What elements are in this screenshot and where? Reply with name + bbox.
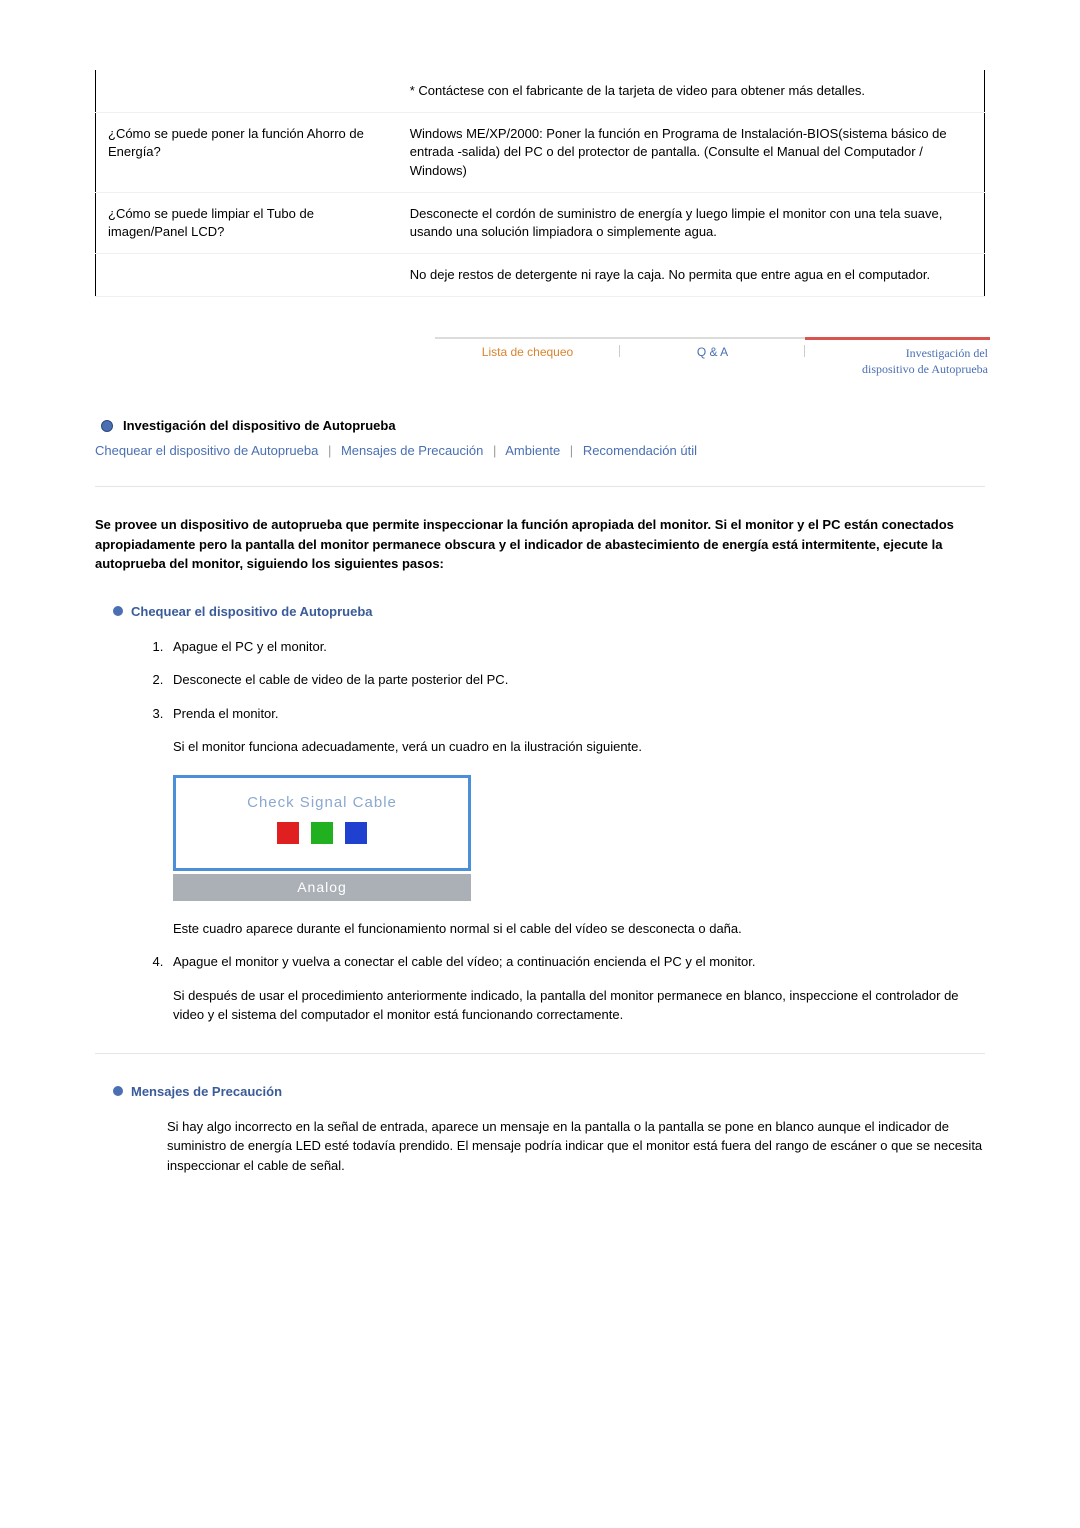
table-row: * Contáctese con el fabricante de la tar… [96, 70, 985, 113]
check-signal-illustration: Check Signal Cable Analog [173, 775, 471, 901]
step-text: Desconecte el cable de video de la parte… [173, 672, 508, 687]
blue-square-icon [345, 822, 367, 844]
qa-question: ¿Cómo se puede poner la función Ahorro d… [96, 113, 398, 193]
qa-table: * Contáctese con el fabricante de la tar… [95, 70, 985, 297]
tab-checklist[interactable]: Lista de chequeo [435, 339, 620, 382]
step-item: Apague el monitor y vuelva a conectar el… [167, 952, 985, 1025]
step-text: Apague el PC y el monitor. [173, 639, 327, 654]
green-square-icon [311, 822, 333, 844]
divider [95, 486, 985, 487]
table-row: No deje restos de detergente ni raye la … [96, 254, 985, 297]
tab-label: Lista de chequeo [482, 345, 573, 359]
intro-paragraph: Se provee un dispositivo de autoprueba q… [95, 515, 985, 574]
step-item: Apague el PC y el monitor. [167, 637, 985, 657]
red-square-icon [277, 822, 299, 844]
illustration-title: Check Signal Cable [176, 778, 468, 823]
separator: | [328, 443, 331, 458]
divider [95, 1053, 985, 1054]
qa-answer: Windows ME/XP/2000: Poner la función en … [398, 113, 985, 193]
steps-list: Apague el PC y el monitor. Desconecte el… [149, 637, 985, 1025]
step-note: Este cuadro aparece durante el funcionam… [173, 919, 985, 939]
step-item: Desconecte el cable de video de la parte… [167, 670, 985, 690]
tab-label: Q & A [697, 345, 728, 359]
sublink-environment[interactable]: Ambiente [505, 443, 560, 458]
step-item: Prenda el monitor. Si el monitor funcion… [167, 704, 985, 939]
separator: | [570, 443, 573, 458]
step-note: Si después de usar el procedimiento ante… [173, 986, 985, 1025]
bullet-icon [101, 420, 113, 432]
bullet-icon [113, 606, 123, 616]
color-squares [176, 822, 468, 868]
tab-qa[interactable]: Q & A [620, 339, 805, 382]
step-text: Prenda el monitor. [173, 706, 279, 721]
bullet-icon [113, 1086, 123, 1096]
table-row: ¿Cómo se puede poner la función Ahorro d… [96, 113, 985, 193]
separator: | [493, 443, 496, 458]
qa-question [96, 254, 398, 297]
qa-question [96, 70, 398, 113]
subheading-label: Mensajes de Precaución [131, 1084, 282, 1099]
qa-answer: Desconecte el cordón de suministro de en… [398, 192, 985, 253]
section-heading: Investigación del dispositivo de Autopru… [95, 418, 985, 433]
sublink-recommendation[interactable]: Recomendación útil [583, 443, 697, 458]
sublink-warnings[interactable]: Mensajes de Precaución [341, 443, 483, 458]
sublink-row: Chequear el dispositivo de Autoprueba | … [95, 443, 985, 458]
subheading-warnings: Mensajes de Precaución [95, 1084, 985, 1099]
subheading-label: Chequear el dispositivo de Autoprueba [131, 604, 373, 619]
warnings-body: Si hay algo incorrecto en la señal de en… [167, 1117, 985, 1176]
subheading-check-device: Chequear el dispositivo de Autoprueba [95, 604, 985, 619]
illustration-footer: Analog [173, 874, 471, 901]
document-page: * Contáctese con el fabricante de la tar… [0, 0, 1080, 1235]
tab-nav: Lista de chequeo Q & A Investigación del… [435, 337, 990, 382]
qa-question: ¿Cómo se puede limpiar el Tubo de imagen… [96, 192, 398, 253]
qa-answer: * Contáctese con el fabricante de la tar… [398, 70, 985, 113]
table-row: ¿Cómo se puede limpiar el Tubo de imagen… [96, 192, 985, 253]
section-title: Investigación del dispositivo de Autopru… [123, 418, 396, 433]
tab-label-line2: dispositivo de Autoprueba [862, 362, 988, 376]
step-text: Apague el monitor y vuelva a conectar el… [173, 954, 755, 969]
qa-answer: No deje restos de detergente ni raye la … [398, 254, 985, 297]
tab-selftest[interactable]: Investigación del dispositivo de Autopru… [805, 337, 990, 382]
step-note: Si el monitor funciona adecuadamente, ve… [173, 737, 985, 757]
tab-label-line1: Investigación del [906, 346, 988, 360]
sublink-check-device[interactable]: Chequear el dispositivo de Autoprueba [95, 443, 318, 458]
